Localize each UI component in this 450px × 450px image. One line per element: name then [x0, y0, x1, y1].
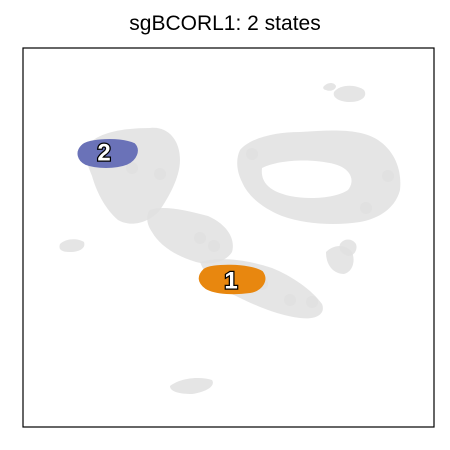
background-cell-cloud [333, 85, 366, 102]
background-cells [59, 83, 401, 394]
background-cell-speck [126, 162, 138, 174]
state-clusters [77, 139, 266, 295]
chart-title: sgBCORL1: 2 states [129, 12, 321, 35]
background-cell-cloud [323, 83, 336, 91]
background-cell-speck [360, 202, 372, 214]
plot-frame [22, 47, 435, 428]
background-cells-gap [261, 160, 352, 198]
background-cell-speck [246, 148, 258, 160]
state-2-label: 2 [97, 140, 110, 167]
background-cell-speck [382, 170, 394, 182]
background-cell-speck [154, 168, 166, 180]
state-2-cluster [77, 139, 138, 168]
background-cell-cloud [170, 378, 213, 394]
state-1-cluster [198, 264, 266, 295]
cluster-labels: 12 [96, 138, 239, 296]
background-cell-speck [194, 232, 206, 244]
background-cell-cloud [147, 207, 233, 264]
state-1-label: 1 [224, 268, 237, 295]
background-cell-speck [208, 240, 220, 252]
background-cell-cloud [339, 239, 357, 256]
background-cell-speck [284, 294, 296, 306]
background-cell-cloud [59, 239, 85, 252]
background-cell-speck [306, 296, 318, 308]
